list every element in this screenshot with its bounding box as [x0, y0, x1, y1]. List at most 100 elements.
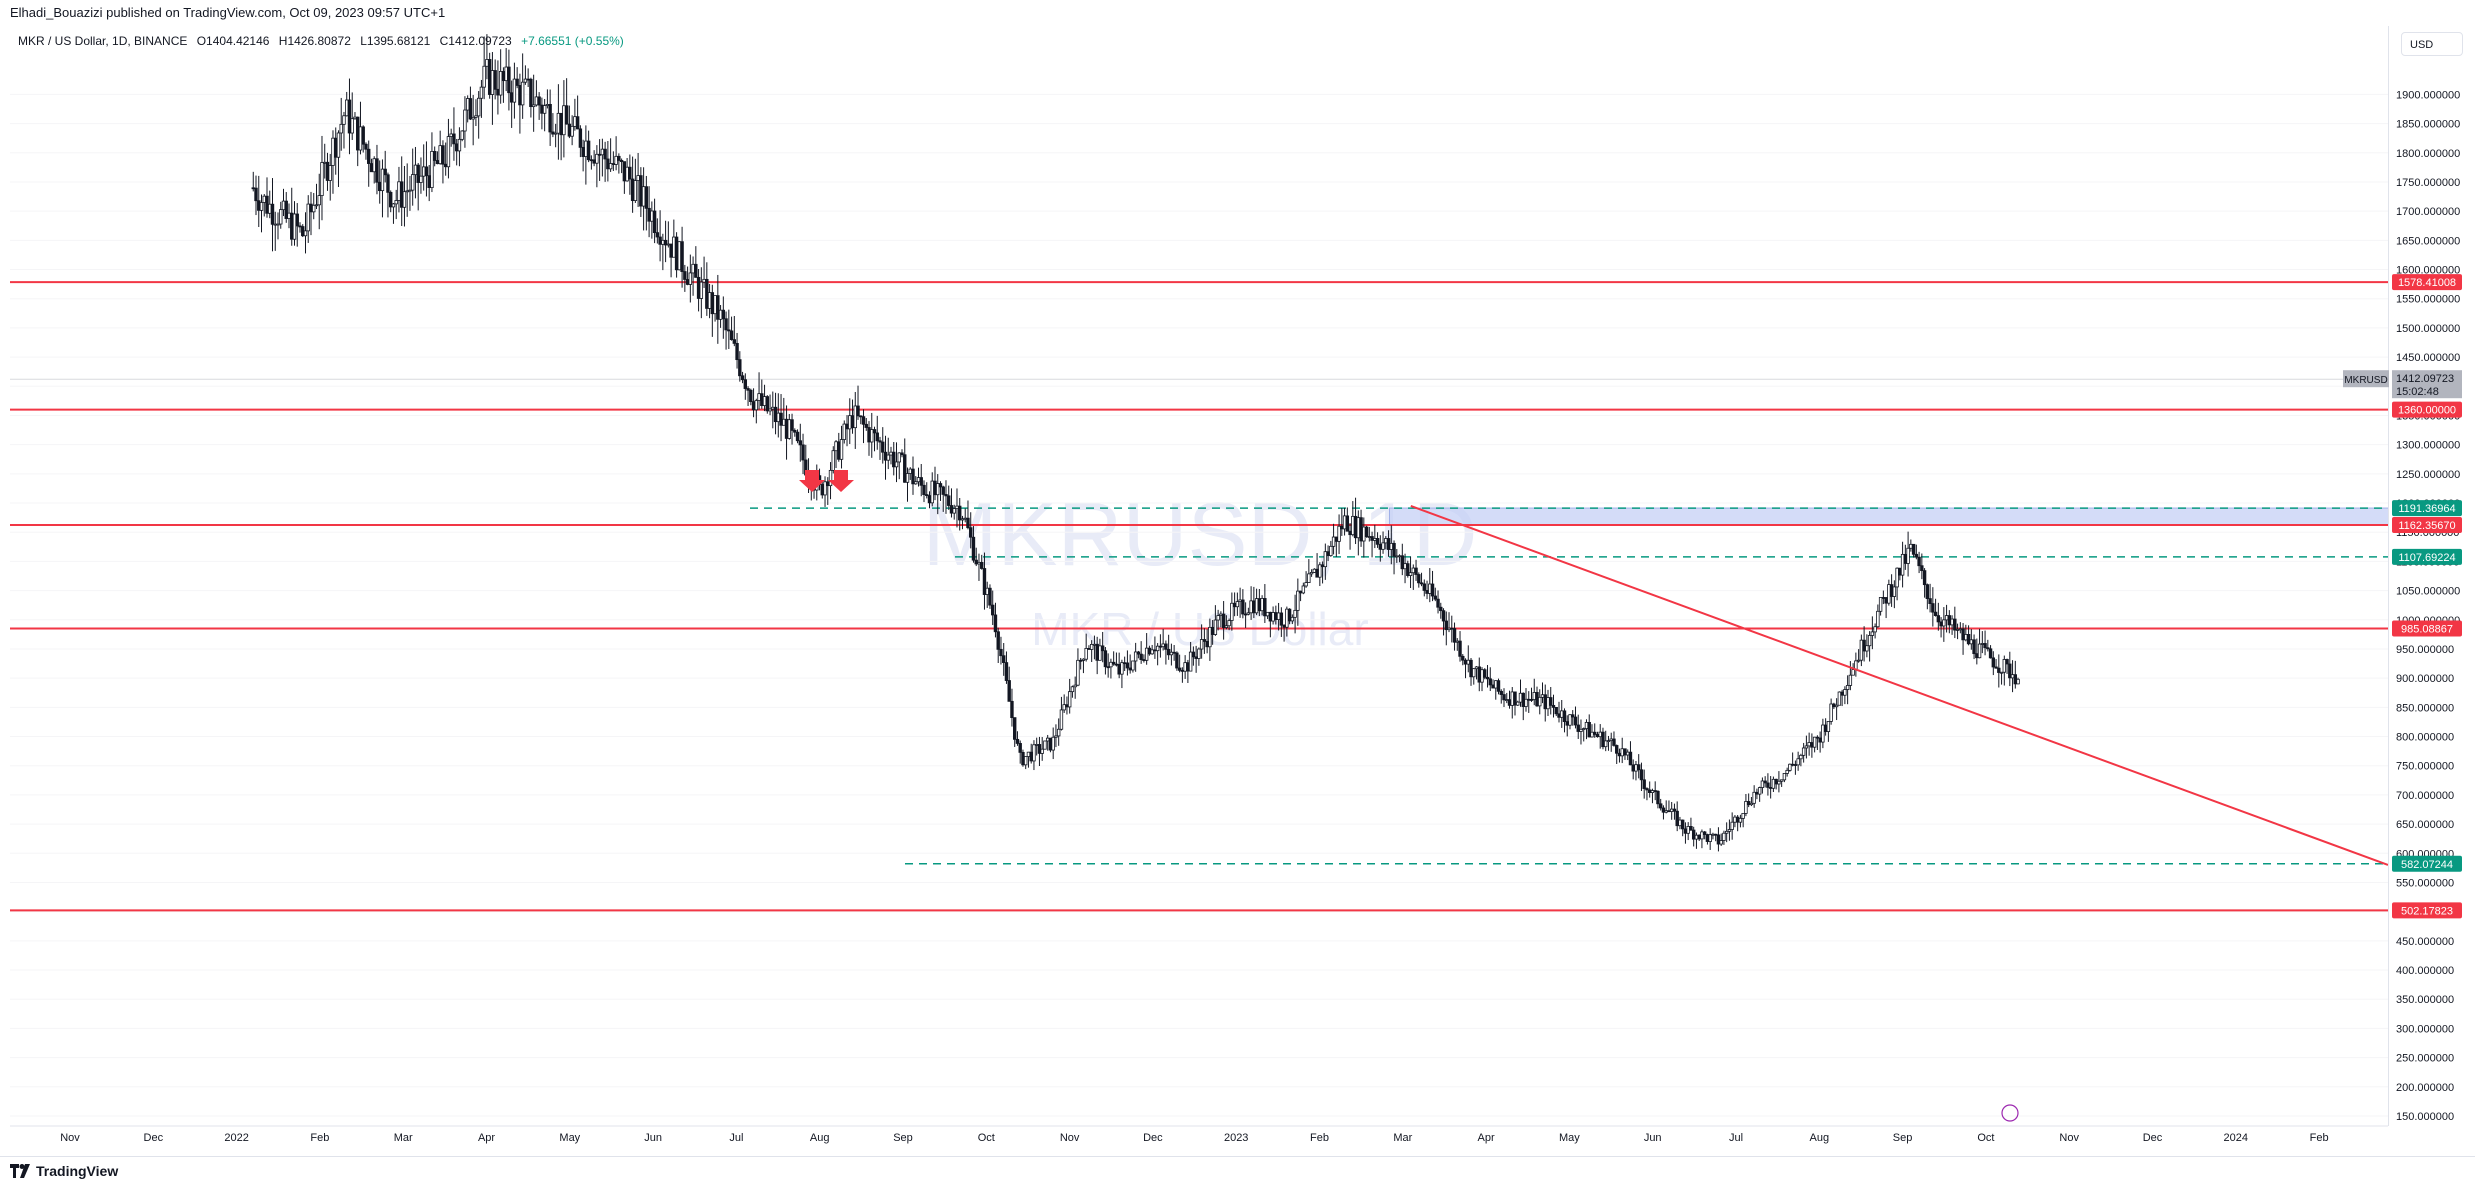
candle-body — [1276, 612, 1281, 620]
candle-body — [1230, 602, 1234, 621]
candle-body — [273, 223, 277, 226]
candle-body — [969, 527, 973, 538]
candle-body — [1051, 736, 1055, 751]
candle-body — [1441, 610, 1446, 622]
candle-body — [1078, 659, 1083, 662]
candle-body — [861, 416, 866, 425]
time-tick-label: Dec — [2143, 1132, 2163, 1144]
candle-body — [336, 132, 341, 158]
candle-body — [400, 181, 404, 208]
tradingview-logo[interactable]: TradingView — [10, 1163, 118, 1179]
candle-body — [628, 166, 632, 180]
candle-body — [1994, 666, 1998, 669]
candle-body — [1436, 598, 1440, 608]
candle-body — [707, 292, 712, 309]
candle-body — [1999, 671, 2004, 674]
candle-body — [586, 140, 591, 161]
candle-body — [1942, 619, 1946, 627]
candle-body — [1543, 694, 1547, 710]
candle-body — [914, 481, 918, 485]
candle-body — [1557, 713, 1561, 718]
candle-body — [1106, 666, 1110, 669]
candle-body — [1414, 567, 1418, 575]
candle-body — [793, 429, 797, 433]
candle-body — [1158, 645, 1163, 648]
candle-body — [1642, 779, 1646, 789]
candle-body — [1818, 737, 1822, 743]
candle-body — [482, 65, 486, 88]
candle-body — [1125, 662, 1130, 669]
candle-body — [1004, 662, 1009, 681]
candle-body — [1199, 639, 1204, 650]
candle-body — [1763, 780, 1767, 784]
candle-body — [1623, 748, 1627, 756]
candle-body — [413, 164, 418, 176]
candle-body — [1661, 807, 1666, 813]
candle-body — [1565, 721, 1569, 726]
candle-body — [592, 159, 596, 164]
candle-body — [325, 161, 330, 181]
candle-body — [1048, 737, 1053, 751]
candle-body — [603, 148, 607, 160]
candle-body — [1983, 643, 1987, 649]
candle-body — [424, 166, 429, 177]
candle-body — [1260, 598, 1264, 612]
time-tick-label: Nov — [2059, 1132, 2079, 1144]
candle-body — [903, 454, 907, 483]
candle-body — [262, 195, 266, 203]
candle-body — [1516, 701, 1520, 706]
candle-body — [663, 239, 668, 246]
candle-body — [1834, 704, 1839, 708]
time-tick-label: Feb — [310, 1132, 329, 1144]
candle-body — [735, 343, 739, 361]
candle-body — [930, 480, 934, 504]
candle-body — [1527, 698, 1531, 701]
candle-body — [1716, 834, 1721, 845]
candle-body — [1210, 626, 1215, 635]
candle-body — [298, 225, 302, 228]
candle-body — [1821, 724, 1825, 743]
candle-body — [1870, 631, 1875, 636]
candle-body — [1845, 685, 1850, 690]
candle-body — [1752, 791, 1756, 804]
candle-body — [1804, 745, 1809, 749]
candle-body — [710, 292, 715, 315]
candle-body — [1172, 651, 1176, 654]
candle-body — [636, 175, 640, 181]
candle-body — [402, 191, 407, 208]
candle-body — [446, 136, 451, 168]
candle-body — [350, 118, 354, 134]
candle-body — [820, 484, 824, 496]
candle-body — [699, 281, 704, 299]
candle-body — [1128, 667, 1132, 671]
currency-button[interactable]: USD — [2401, 32, 2463, 56]
candle-body — [1037, 744, 1042, 754]
candle-body — [1518, 692, 1523, 703]
candle-body — [859, 415, 863, 418]
candle-body — [1417, 574, 1421, 584]
candle-body — [367, 148, 371, 164]
candle-body — [911, 468, 915, 485]
candle-body — [1741, 812, 1745, 819]
candle-body — [905, 473, 910, 483]
candle-body — [1408, 572, 1413, 576]
candle-body — [320, 162, 324, 196]
time-tick-label: Feb — [2310, 1132, 2329, 1144]
candle-body — [562, 105, 566, 136]
candle-body — [1609, 738, 1613, 741]
candle-body — [779, 412, 783, 426]
candle-body — [1406, 563, 1410, 576]
candle-body — [501, 71, 506, 82]
candle-body — [1499, 690, 1503, 695]
candle-body — [944, 494, 948, 497]
candle-body — [567, 123, 572, 137]
candle-body — [1186, 662, 1190, 672]
candle-body — [1898, 567, 1902, 576]
price-axis[interactable] — [2388, 26, 2475, 1126]
candle-body — [1444, 620, 1448, 631]
candle-body — [933, 480, 937, 496]
candle-body — [1562, 710, 1567, 722]
resistance-zone — [1388, 507, 2475, 526]
legend-close: C1412.09723 — [439, 34, 512, 48]
